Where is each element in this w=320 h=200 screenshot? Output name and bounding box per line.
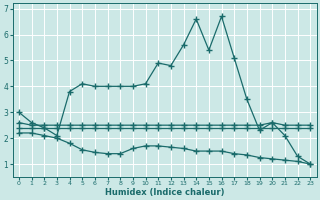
- X-axis label: Humidex (Indice chaleur): Humidex (Indice chaleur): [105, 188, 224, 197]
